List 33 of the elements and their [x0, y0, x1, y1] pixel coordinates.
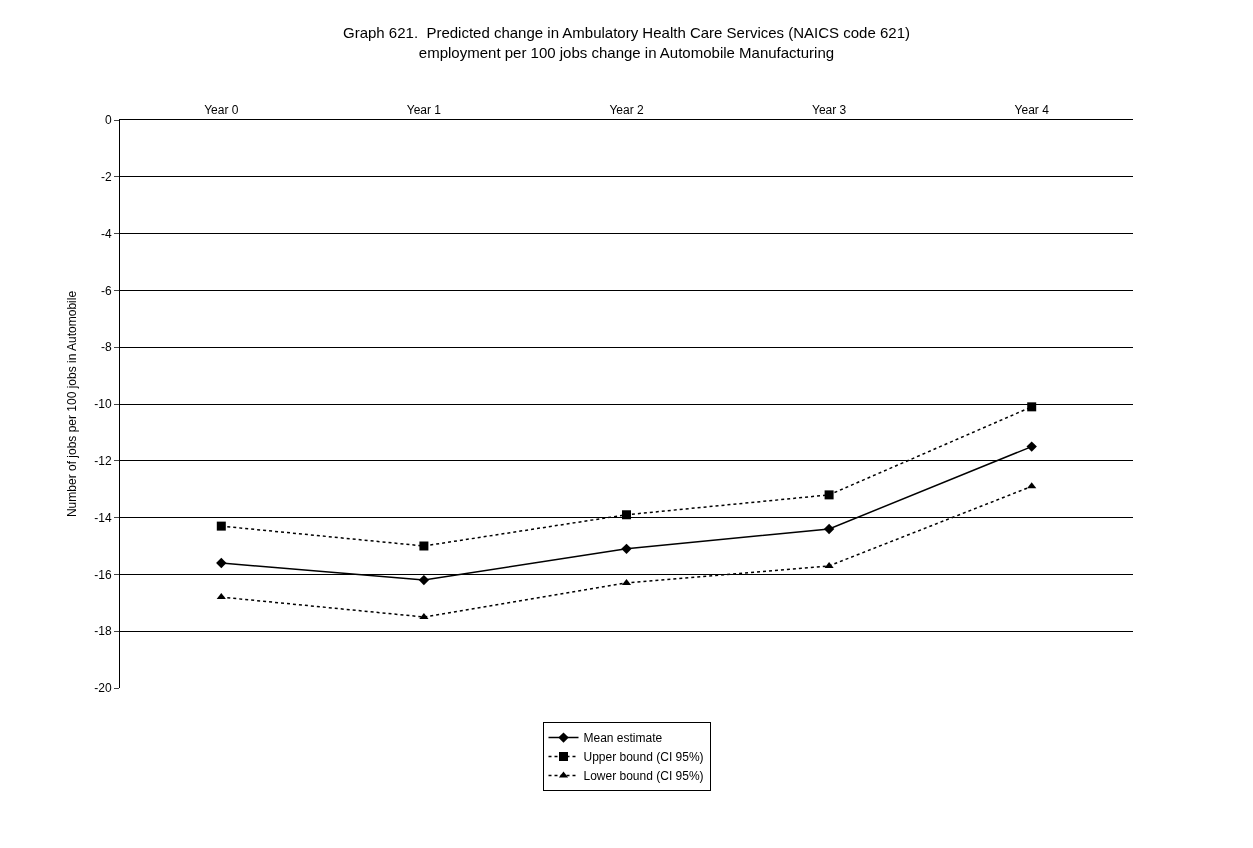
point — [419, 541, 429, 551]
x-tick-label: Year 0 — [204, 103, 239, 118]
y-tick-label: -6 — [100, 283, 112, 298]
point — [824, 490, 834, 500]
y-tick-label: -20 — [94, 681, 112, 696]
legend-label: Mean estimate — [583, 731, 663, 746]
y-tick-label: -18 — [94, 624, 112, 639]
point — [216, 557, 227, 569]
point — [418, 574, 430, 586]
y-tick-label: -2 — [100, 170, 112, 184]
x-tick-label: Year 1 — [406, 103, 442, 118]
y-tick-label: -16 — [94, 567, 112, 582]
point — [216, 593, 226, 600]
y-tick-label: -12 — [94, 454, 112, 468]
point — [622, 510, 631, 520]
chart-title: Graph 621. Predicted change in Ambulatory Health Care Services (NAICS code 621) employment per 100 jobs change in Automobile Manufacturing — [343, 24, 910, 61]
x-tick-label: Year 3 — [811, 103, 847, 118]
legend-label: Upper bound (CI 95%) — [583, 750, 704, 765]
point — [621, 543, 632, 555]
x-tick-label: Year 4 — [1014, 103, 1050, 118]
point — [823, 523, 835, 535]
legend-label: Lower bound (CI 95%) — [583, 769, 704, 784]
y-tick-label: -14 — [94, 510, 112, 525]
point — [1027, 402, 1037, 412]
y-tick-label: -8 — [100, 340, 112, 355]
y-tick-label: 0 — [104, 113, 112, 128]
point — [1026, 441, 1037, 452]
point — [824, 561, 834, 568]
x-tick-label: Year 2 — [609, 103, 644, 118]
y-tick-label: -10 — [94, 397, 112, 412]
point — [216, 521, 226, 531]
y-tick-label: -4 — [100, 226, 112, 241]
y-axis-title: Number of jobs per 100 jobs in Automobile — [64, 290, 79, 518]
